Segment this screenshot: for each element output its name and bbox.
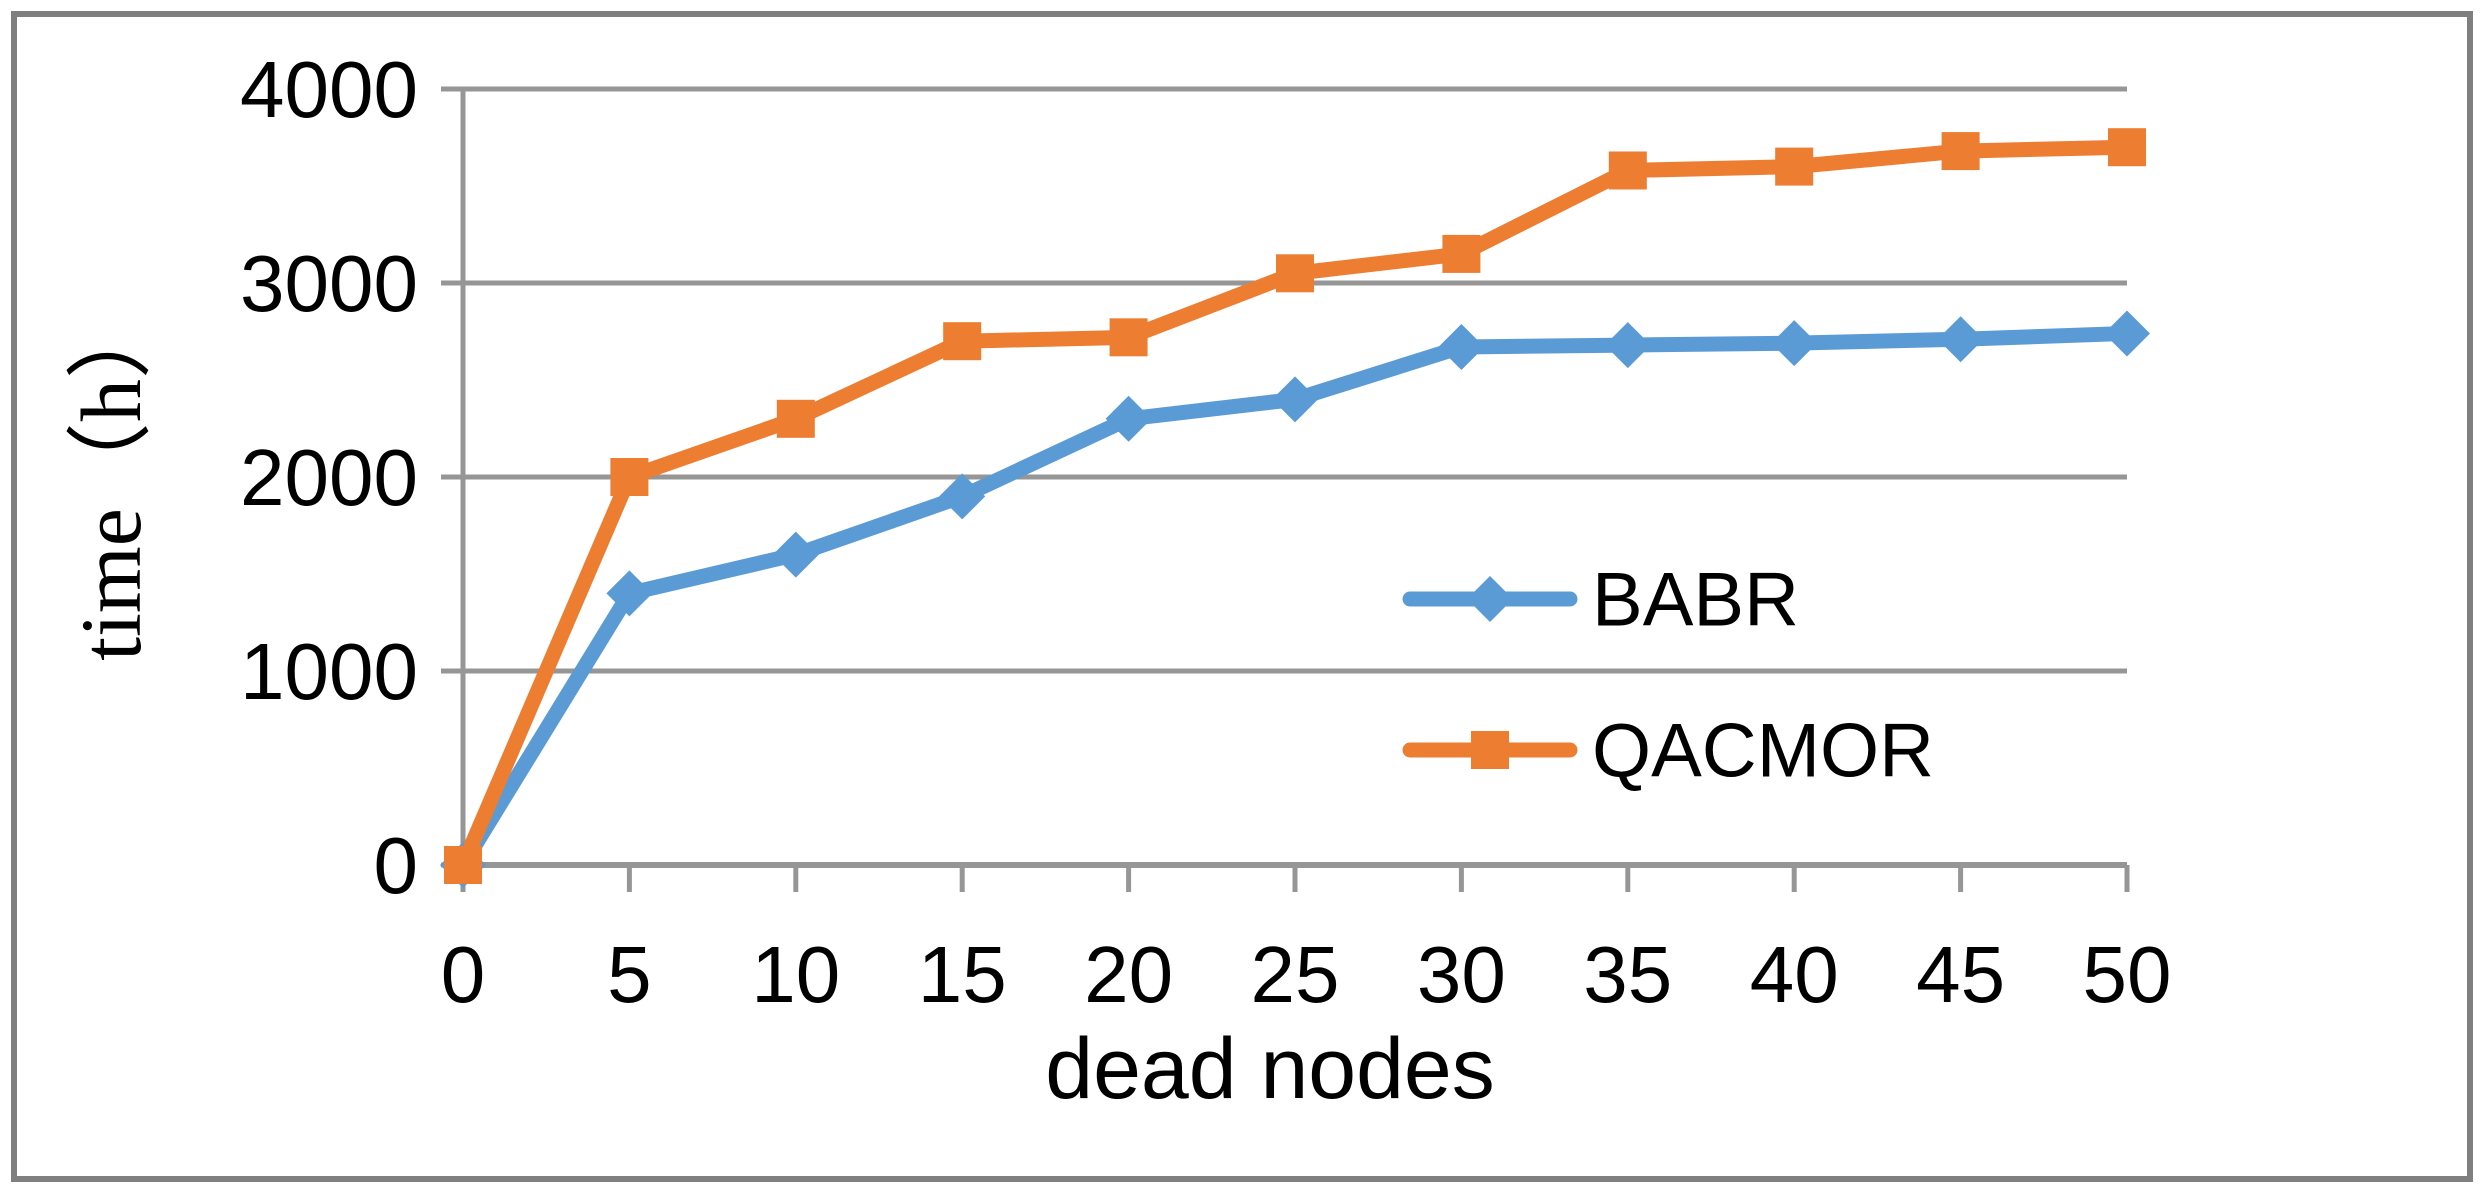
chart-layers: 0 1000 2000 3000 4000 0 5 10 15 20 25 30 35 40 45 50 BAB… (11, 11, 2473, 1182)
series-qacmor-marker-15 (943, 322, 982, 361)
x-tick-label-30: 30 (1417, 930, 1506, 1019)
chart-frame (11, 11, 2473, 1182)
y-tick-label-3000: 3000 (240, 239, 418, 328)
x-tick-label-20: 20 (1084, 930, 1173, 1019)
x-axis-ticks: 0 5 10 15 20 25 30 35 40 45 50 (441, 865, 2172, 1019)
series-qacmor-marker-30 (1442, 234, 1481, 273)
x-tick-label-45: 45 (1916, 930, 2005, 1019)
series-babr-marker-35 (1604, 322, 1651, 369)
x-tick-label-25: 25 (1251, 930, 1340, 1019)
series-babr-marker-45 (1937, 316, 1984, 363)
series-qacmor (444, 128, 2146, 884)
series-qacmor-marker-20 (1109, 318, 1148, 357)
series-qacmor-marker-45 (1941, 132, 1980, 171)
y-tick-label-1000: 1000 (240, 627, 418, 716)
legend-qacmor-marker (1471, 731, 1509, 769)
legend-babr: BABR (1402, 558, 1799, 643)
series-qacmor-marker-5 (610, 458, 649, 496)
series-babr-marker-15 (939, 473, 986, 520)
x-tick-label-35: 35 (1583, 930, 1672, 1019)
series-qacmor-marker-10 (776, 399, 815, 438)
series-babr-marker-50 (2104, 310, 2150, 357)
x-tick-label-10: 10 (751, 930, 840, 1019)
x-tick-label-50: 50 (2083, 930, 2172, 1019)
x-tick-label-0: 0 (441, 930, 486, 1019)
series-babr-marker-30 (1438, 324, 1485, 371)
legend-qacmor: QACMOR (1402, 709, 1934, 794)
series-babr-marker-20 (1105, 395, 1152, 442)
series-babr-marker-25 (1272, 376, 1318, 423)
x-tick-label-15: 15 (918, 930, 1007, 1019)
y-tick-label-0: 0 (374, 821, 419, 910)
series-babr-marker-5 (606, 570, 653, 617)
legend-qacmor-label: QACMOR (1592, 709, 1934, 794)
series-qacmor-marker-25 (1276, 254, 1314, 293)
series-babr-marker-10 (772, 531, 819, 578)
y-tick-label-4000: 4000 (240, 45, 418, 134)
series-qacmor-marker-40 (1775, 147, 1814, 186)
y-tick-label-2000: 2000 (240, 433, 418, 522)
series-qacmor-marker-0 (444, 846, 482, 884)
y-axis-title: time（h） (63, 293, 159, 661)
series-qacmor-marker-35 (1608, 151, 1647, 190)
x-axis-title: dead nodes (1045, 1021, 1495, 1117)
legend-babr-marker (1467, 576, 1513, 622)
x-tick-label-40: 40 (1750, 930, 1839, 1019)
legend: BABR QACMOR (1402, 558, 1934, 794)
x-tick-label-5: 5 (607, 930, 652, 1019)
series-qacmor-marker-50 (2108, 128, 2146, 167)
legend-babr-label: BABR (1592, 558, 1799, 643)
series-babr-marker-40 (1771, 320, 1818, 367)
